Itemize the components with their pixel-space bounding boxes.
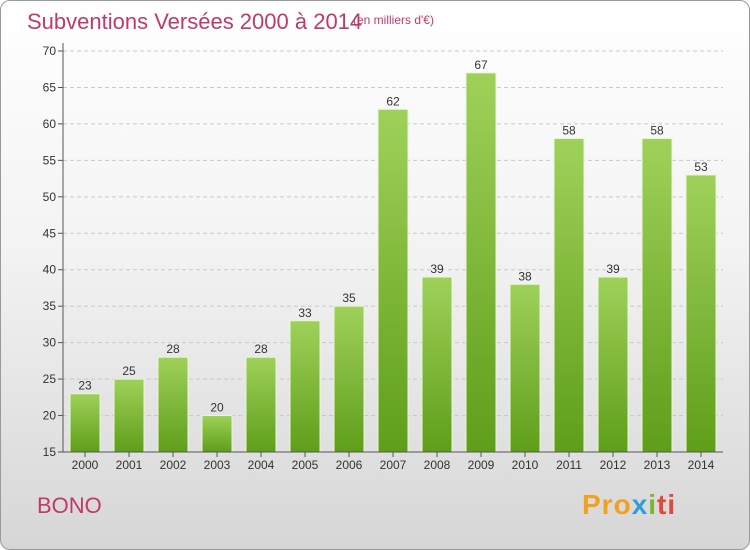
- commune-name: BONO: [37, 493, 102, 518]
- y-tick-label: 40: [43, 263, 57, 277]
- bar: [509, 283, 541, 453]
- x-tick-label: 2001: [116, 458, 143, 472]
- x-tick-label: 2013: [644, 458, 671, 472]
- bar: [377, 108, 409, 453]
- bar: [641, 137, 673, 453]
- x-tick-label: 2011: [556, 458, 582, 472]
- bar-value-label: 23: [78, 379, 92, 393]
- bar: [685, 174, 717, 453]
- y-tick-label: 30: [43, 336, 57, 350]
- bar: [157, 356, 189, 453]
- bar-value-label: 62: [386, 94, 400, 108]
- x-tick-label: 2010: [512, 458, 539, 472]
- bars: 23 25 28 20 28 33 35 62 39 67 38 58 39 58 53: [69, 58, 717, 453]
- x-tick-label: 2007: [380, 458, 407, 472]
- y-tick-label: 35: [43, 299, 57, 313]
- bar-value-label: 39: [430, 262, 444, 276]
- bar: [113, 378, 145, 453]
- bar-value-label: 28: [254, 342, 268, 356]
- x-tick-label: 2002: [160, 458, 187, 472]
- bar-value-label: 58: [650, 123, 664, 137]
- x-tick-label: 2005: [292, 458, 319, 472]
- y-tick-label: 25: [43, 372, 57, 386]
- axes: 15 20 25 30 35 40 45 50 55 60 65 70 2000 2001 2002 2003…: [43, 43, 723, 472]
- y-tick-label: 15: [43, 445, 57, 459]
- x-tick-label: 2004: [248, 458, 275, 472]
- bar: [421, 276, 453, 453]
- bar: [465, 72, 497, 453]
- bar-value-label: 53: [694, 160, 708, 174]
- bar-value-label: 33: [298, 306, 312, 320]
- y-tick-label: 70: [43, 44, 57, 58]
- logo-part-3: i: [648, 489, 658, 520]
- proxiti-logo: Proxiti: [582, 489, 676, 521]
- y-tick-label: 65: [43, 80, 57, 94]
- bar-value-label: 25: [122, 364, 136, 378]
- y-tick-label: 60: [43, 117, 57, 131]
- x-tick-label: 2014: [688, 458, 715, 472]
- bar-value-label: 35: [342, 291, 356, 305]
- chart-subtitle: (en milliers d'€): [353, 13, 434, 27]
- logo-part-2: x: [631, 489, 649, 520]
- x-tick-label: 2012: [600, 458, 627, 472]
- bar: [597, 276, 629, 453]
- y-tick-label: 50: [43, 190, 57, 204]
- y-tick-label: 55: [43, 153, 57, 167]
- bar-value-label: 28: [166, 342, 180, 356]
- x-tick-label: 2009: [468, 458, 495, 472]
- bar: [553, 137, 585, 453]
- y-tick-label: 20: [43, 409, 57, 423]
- x-tick-label: 2003: [204, 458, 231, 472]
- bar-value-label: 20: [210, 401, 224, 415]
- bar-value-label: 39: [606, 262, 620, 276]
- x-tick-label: 2000: [72, 458, 99, 472]
- bar-value-label: 58: [562, 123, 576, 137]
- bar: [69, 393, 101, 453]
- bar-value-label: 38: [518, 269, 532, 283]
- x-tick-label: 2008: [424, 458, 451, 472]
- y-tick-label: 45: [43, 226, 57, 240]
- logo-part-4: ti: [657, 489, 677, 520]
- bar: [289, 320, 321, 453]
- chart-title: Subventions Versées 2000 à 2014: [27, 9, 363, 34]
- bar: [201, 415, 233, 453]
- bar: [333, 305, 365, 453]
- bar-value-label: 67: [474, 58, 488, 72]
- bar: [245, 356, 277, 453]
- x-tick-label: 2006: [336, 458, 363, 472]
- logo-part-1: Pro: [582, 489, 632, 520]
